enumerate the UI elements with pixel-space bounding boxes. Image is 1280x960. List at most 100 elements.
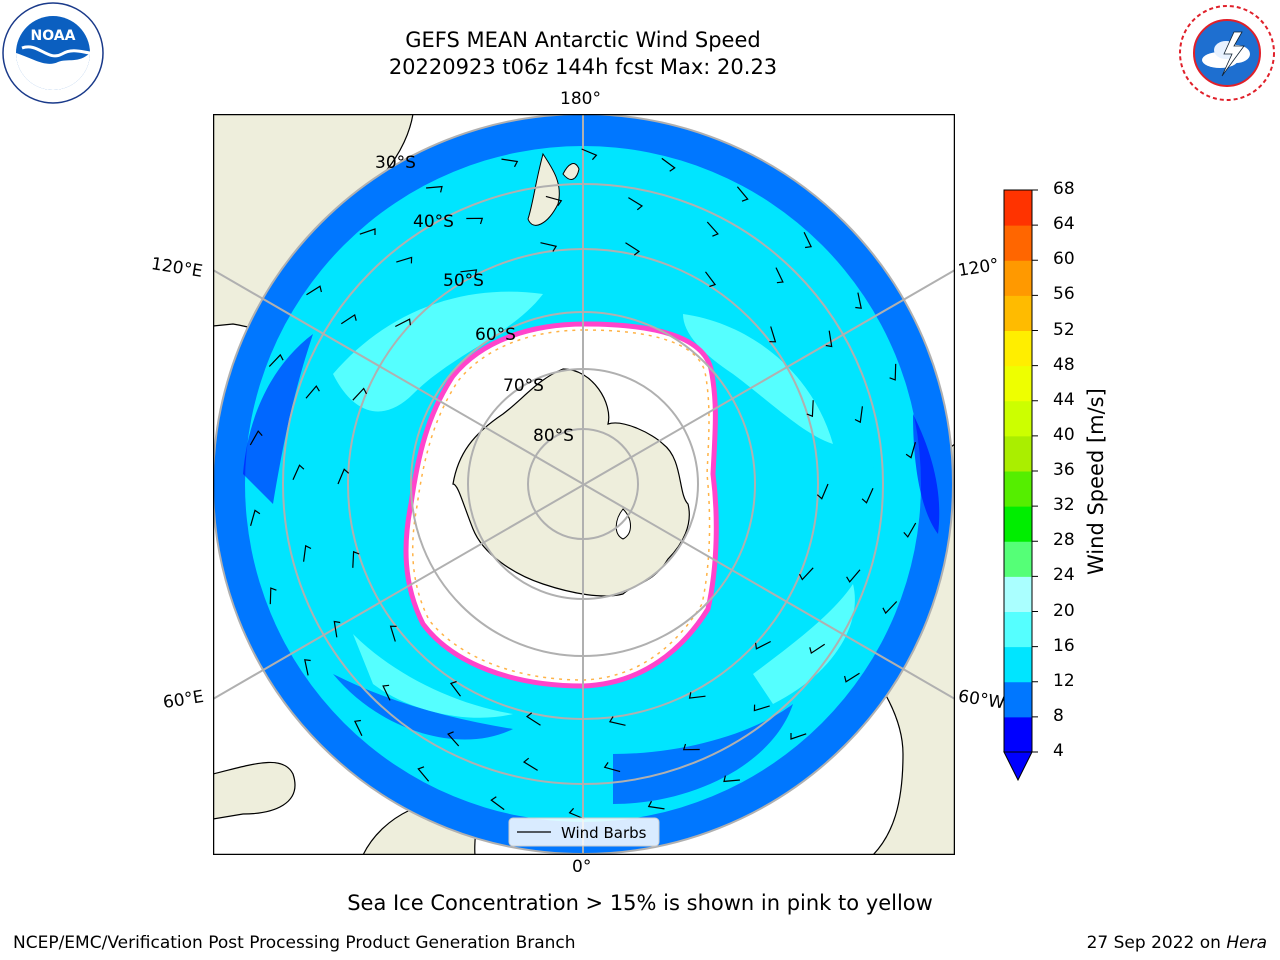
wind-barb: [705, 271, 717, 288]
colorbar-segment: [1004, 716, 1032, 753]
colorbar-tick-label: 56: [1053, 284, 1075, 305]
wind-barb: [790, 733, 807, 740]
wind-barb: [249, 430, 263, 446]
wind-barb: [250, 509, 261, 526]
lon-label-0: 0°: [572, 857, 592, 877]
land-africa-left: [213, 761, 296, 820]
chart-title: GEFS MEAN Antarctic Wind Speed: [405, 28, 761, 52]
wind-barb: [628, 197, 644, 211]
wind-barb: [775, 267, 784, 284]
wind-barb: [269, 587, 277, 605]
wind-barb: [389, 625, 397, 642]
wind-barb: [647, 800, 665, 810]
wind-barb: [449, 680, 461, 697]
colorbar-tick-label: 44: [1053, 389, 1075, 410]
colorbar-tick-label: 68: [1053, 179, 1075, 199]
colorbar-segment: [1004, 681, 1032, 718]
colorbar-segment: [1004, 330, 1032, 367]
wind-barb: [682, 743, 700, 751]
wind-barb: [303, 544, 312, 562]
wind-barb: [501, 158, 519, 168]
wind-barb: [625, 242, 641, 256]
wind-barb: [353, 719, 363, 736]
colorbar-under-extension: [1003, 751, 1033, 782]
wind-barb: [861, 487, 874, 504]
noaa-logo: NOAA: [2, 2, 104, 104]
wind-barb: [522, 757, 538, 771]
lat-label-40s: 40°S: [413, 212, 454, 232]
colorbar-tick-label: 36: [1053, 460, 1075, 480]
wind-barb: [905, 442, 916, 459]
colorbar: [1000, 186, 1060, 786]
wind-barb: [268, 353, 284, 367]
wind-barb: [525, 712, 541, 726]
colorbar-label: Wind Speed [m/s]: [1084, 388, 1108, 575]
wind-barb: [540, 242, 558, 252]
lat-label-50s: 50°S: [443, 271, 484, 291]
land-new-zealand: [527, 152, 560, 226]
colorbar-tick-label: 12: [1053, 670, 1075, 691]
wind-barb: [337, 468, 350, 485]
wind-barb: [490, 796, 505, 811]
wind-barb: [825, 330, 833, 348]
wind-barb: [844, 672, 860, 683]
colorbar-segment: [1004, 576, 1032, 612]
nws-logo: [1176, 2, 1278, 104]
wind-barb: [723, 775, 740, 783]
wind-barb: [304, 659, 311, 676]
lon-label-120e: 120°E: [149, 254, 204, 282]
wind-barb: [846, 569, 861, 583]
colorbar-segment: [1004, 190, 1032, 226]
wind-barb: [447, 731, 460, 747]
wind-barb: [568, 807, 585, 820]
colorbar-segment: [1004, 295, 1032, 331]
colorbar-segment: [1004, 611, 1032, 648]
wind-barb: [809, 643, 826, 655]
noaa-logo-text: NOAA: [31, 28, 76, 44]
wind-barb: [352, 550, 360, 568]
wind-barb: [396, 256, 413, 264]
lon-label-60e: 60°E: [161, 686, 206, 714]
lat-label-30s: 30°S: [375, 153, 416, 173]
wind-barb: [581, 148, 598, 161]
lat-label-80s: 80°S: [533, 426, 574, 446]
wind-barb: [306, 285, 322, 296]
wind-barb: [798, 567, 814, 581]
legend-label: Wind Barbs: [561, 824, 647, 842]
wind-barb: [855, 292, 862, 309]
map-panel: 30°S 40°S 50°S 60°S 70°S 80°S Wind Barbs: [212, 113, 956, 856]
footer-date: 27 Sep 2022 on: [1086, 933, 1227, 953]
wind-barb: [854, 406, 863, 424]
colorbar-tick-label: 16: [1053, 635, 1075, 656]
lat-label-60s: 60°S: [475, 325, 516, 345]
wind-barb: [340, 313, 357, 325]
wind-barb: [603, 762, 621, 773]
wind-barb: [608, 716, 626, 726]
colorbar-tick-label: 24: [1053, 565, 1075, 586]
colorbar-tick-label: 4: [1053, 741, 1064, 761]
colorbar-segment: [1004, 541, 1032, 577]
colorbar-tick-label: 20: [1053, 600, 1075, 621]
colorbar-tick-label: 60: [1053, 249, 1075, 270]
footer-machine: Hera: [1226, 933, 1267, 953]
wind-barb: [755, 640, 771, 650]
wind-barb: [753, 704, 770, 712]
lat-label-70s: 70°S: [503, 376, 544, 396]
footer-right: 27 Sep 2022 on Hera: [1087, 933, 1267, 953]
wind-barb: [806, 400, 814, 418]
colorbar-segment: [1004, 471, 1032, 507]
colorbar-tick-label: 64: [1053, 214, 1075, 235]
land-antarctica: [452, 368, 690, 597]
wind-barb: [803, 232, 813, 249]
colorbar-segment: [1004, 435, 1032, 472]
wind-barb: [466, 217, 484, 225]
lon-label-180: 180°: [560, 89, 601, 109]
wind-barb: [889, 363, 897, 381]
wind-barb: [460, 269, 478, 276]
colorbar-tick-label: 48: [1053, 354, 1075, 375]
colorbar-segment: [1004, 400, 1032, 437]
colorbar-segment: [1004, 646, 1032, 683]
wind-barb: [352, 387, 368, 401]
wind-barb: [816, 483, 829, 500]
colorbar-segment: [1004, 225, 1032, 261]
